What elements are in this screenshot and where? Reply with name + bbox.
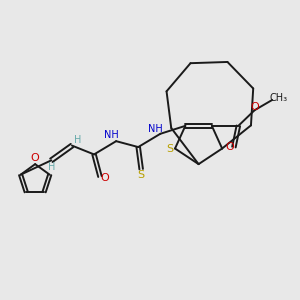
- Text: O: O: [251, 102, 260, 112]
- Text: H: H: [48, 162, 55, 172]
- Text: S: S: [138, 170, 145, 180]
- Text: H: H: [74, 135, 82, 145]
- Text: O: O: [225, 142, 234, 152]
- Text: O: O: [101, 173, 110, 183]
- Text: CH₃: CH₃: [269, 94, 287, 103]
- Text: S: S: [167, 143, 174, 154]
- Text: NH: NH: [104, 130, 119, 140]
- Text: NH: NH: [148, 124, 162, 134]
- Text: O: O: [30, 153, 39, 163]
